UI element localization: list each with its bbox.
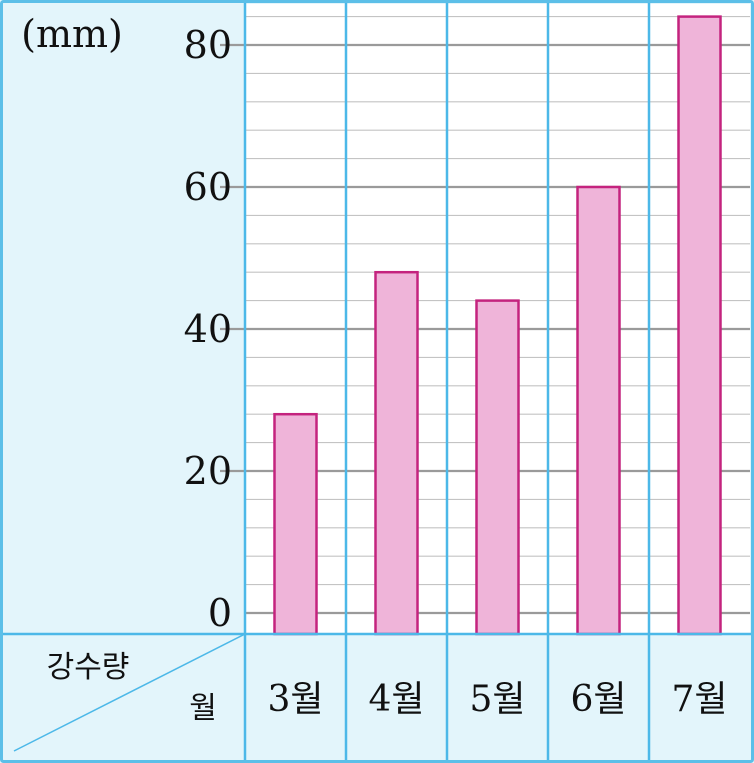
unit-label: (mm): [21, 12, 123, 56]
header-diagonal-line: [13, 633, 246, 752]
category-label: 6월: [570, 679, 626, 720]
y-tick-label: 80: [184, 23, 232, 67]
header-value-label: 강수량: [47, 650, 130, 685]
y-tick-label: 60: [184, 165, 232, 209]
category-label: 5월: [469, 679, 525, 720]
bar-4월: [374, 270, 419, 636]
category-label: 4월: [368, 679, 424, 720]
y-tick-labels: 0 20 40 60 80: [184, 23, 232, 635]
bar-6월: [576, 185, 621, 636]
y-tick-label: 20: [184, 449, 232, 493]
y-tick-label: 0: [208, 591, 232, 635]
column-dividers: [0, 3, 754, 761]
category-labels: 3월 4월 5월 6월 7월: [267, 679, 727, 720]
bars: [273, 15, 722, 636]
bar-7월: [677, 15, 722, 636]
y-tick-label: 40: [184, 307, 232, 351]
category-label: 3월: [267, 679, 323, 720]
header-category-label: 월: [189, 691, 217, 726]
category-label: 7월: [671, 679, 727, 720]
bar-3월: [273, 412, 318, 636]
bar-5월: [475, 299, 520, 636]
